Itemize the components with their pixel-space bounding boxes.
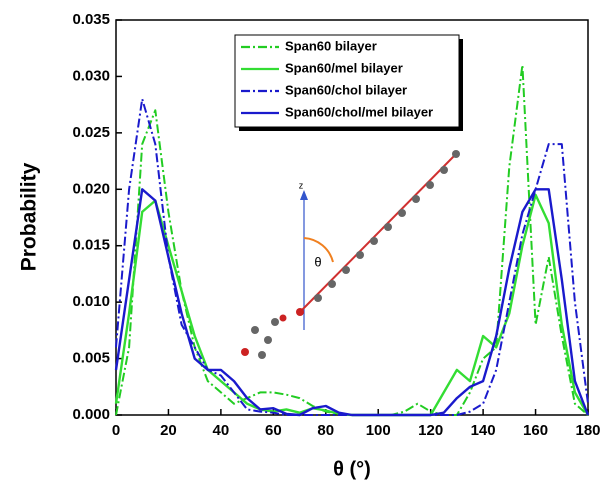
annotation: θ — [314, 254, 321, 269]
y-tick-label: 0.005 — [72, 350, 110, 367]
legend-label: Span60/mel bilayer — [285, 60, 403, 75]
x-tick-label: 20 — [160, 422, 177, 439]
y-tick-label: 0.030 — [72, 67, 110, 84]
legend-box — [234, 34, 460, 128]
x-tick-label: 80 — [317, 422, 334, 439]
annotation: z — [299, 180, 304, 190]
legend-label: Span60/chol/mel bilayer — [285, 104, 433, 119]
x-tick-label: 160 — [523, 422, 548, 439]
x-tick-label: 180 — [575, 422, 600, 439]
series-line — [114, 193, 590, 417]
y-tick-label: 0.000 — [72, 406, 110, 423]
series-line — [114, 188, 590, 417]
inset-molecule — [241, 150, 460, 359]
y-tick-label: 0.035 — [72, 11, 110, 28]
y-tick-label: 0.015 — [72, 237, 110, 254]
y-tick-label: 0.010 — [72, 293, 110, 310]
series-line — [115, 98, 589, 416]
x-tick-label: 140 — [471, 422, 496, 439]
x-tick-label: 120 — [418, 422, 443, 439]
x-tick-label: 0 — [112, 422, 120, 439]
x-tick-label: 100 — [366, 422, 391, 439]
x-tick-label: 40 — [213, 422, 230, 439]
x-tick-label: 60 — [265, 422, 282, 439]
y-tick-label: 0.025 — [72, 124, 110, 141]
legend-label: Span60 bilayer — [285, 38, 377, 53]
x-axis-label: θ (°) — [333, 458, 371, 480]
legend: Span60 bilayer Span60/mel bilayer Span60/c… — [234, 34, 463, 131]
legend-label: Span60/chol bilayer — [285, 82, 407, 97]
y-axis-label: Probability — [18, 162, 41, 271]
y-tick-label: 0.020 — [72, 180, 110, 197]
